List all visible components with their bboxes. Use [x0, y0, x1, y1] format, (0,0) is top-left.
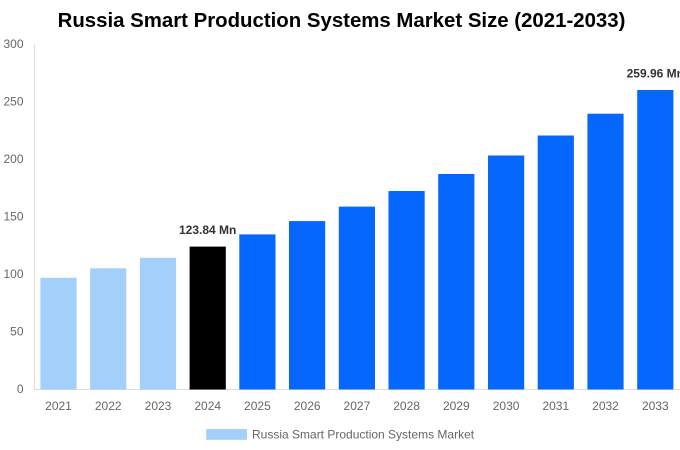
svg-text:Russia Smart Production System: Russia Smart Production Systems Market: [252, 427, 475, 441]
svg-text:250: 250: [3, 95, 23, 109]
svg-text:2027: 2027: [344, 399, 371, 413]
svg-text:2021: 2021: [45, 399, 72, 413]
svg-text:200: 200: [3, 152, 23, 166]
svg-text:2024: 2024: [194, 399, 221, 413]
svg-text:2032: 2032: [592, 399, 619, 413]
svg-text:0: 0: [17, 382, 24, 396]
svg-text:123.84 Mn: 123.84 Mn: [179, 223, 236, 237]
svg-text:100: 100: [3, 267, 23, 281]
svg-text:2031: 2031: [542, 399, 569, 413]
svg-text:2026: 2026: [294, 399, 321, 413]
svg-text:259.96 Mn: 259.96 Mn: [627, 67, 680, 81]
svg-text:50: 50: [10, 325, 24, 339]
svg-text:2028: 2028: [393, 399, 420, 413]
svg-text:2023: 2023: [145, 399, 172, 413]
svg-text:2033: 2033: [642, 399, 669, 413]
svg-text:2029: 2029: [443, 399, 470, 413]
svg-text:150: 150: [3, 210, 23, 224]
svg-text:2030: 2030: [493, 399, 520, 413]
svg-text:2022: 2022: [95, 399, 122, 413]
svg-text:2025: 2025: [244, 399, 271, 413]
svg-text:Russia Smart Production System: Russia Smart Production Systems Market S…: [58, 10, 626, 32]
svg-text:300: 300: [3, 37, 23, 51]
